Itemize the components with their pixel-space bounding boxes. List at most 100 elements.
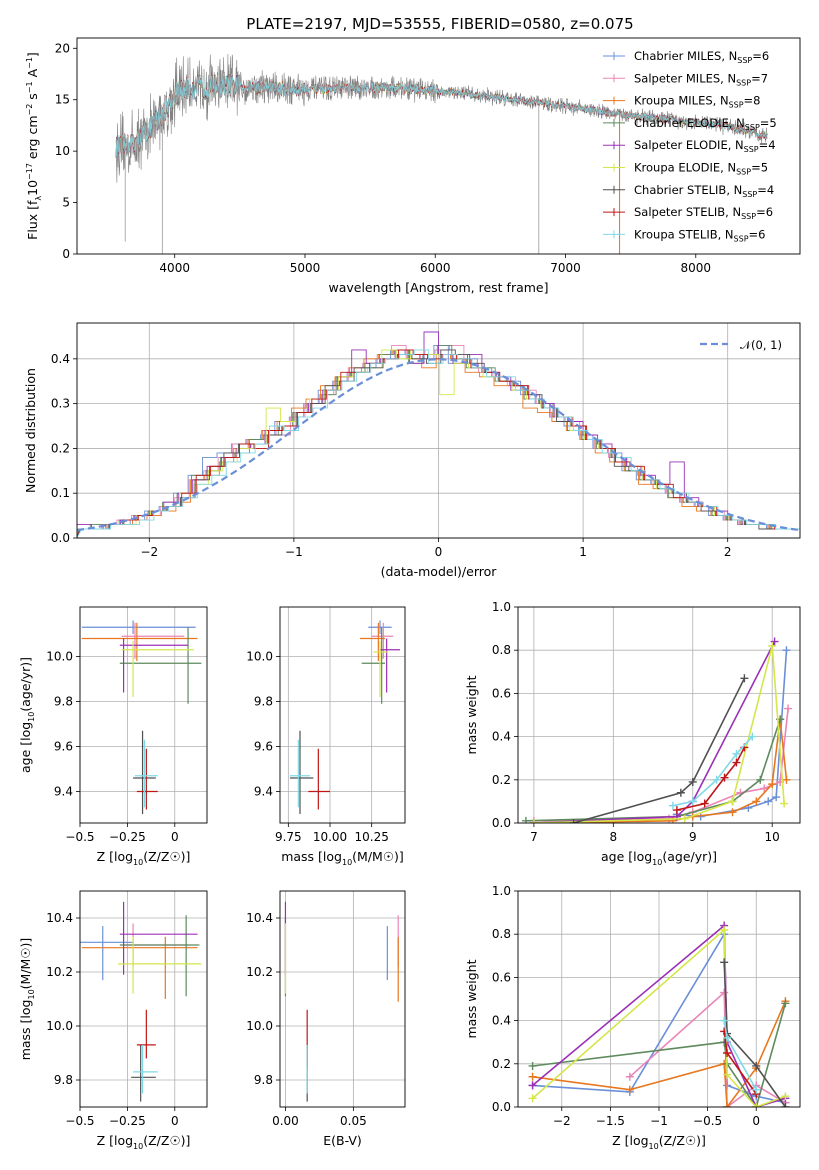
label-text: ]: [25, 52, 40, 57]
histogram-series: [77, 344, 799, 538]
errorbar-point: [290, 730, 314, 814]
weight-series-marker: [723, 1033, 732, 1042]
plot-area-spectrum: [115, 53, 768, 254]
legend-label: Salpeter MILES, NSSP=7: [634, 71, 768, 87]
x-tick-label: 8: [610, 830, 618, 844]
errorbar-point: [308, 748, 330, 810]
y-tick-label: 0.4: [492, 1014, 511, 1028]
x-axis-label: Z [log10(Z/Z☉)]: [97, 1133, 191, 1151]
label-subscript: 10: [27, 712, 36, 722]
weight-series-line: [573, 677, 746, 823]
y-tick-label: 0.1: [51, 486, 70, 500]
label-subscript: 10: [133, 858, 143, 867]
label-text: (M/M☉)]: [352, 849, 404, 864]
weight-series-marker: [732, 758, 741, 767]
x-axis-label: mass [log10(M/M☉)]: [281, 849, 404, 867]
errorbar-point: [290, 739, 310, 808]
weight-series-marker: [688, 777, 697, 786]
weight-series-marker: [780, 799, 789, 808]
legend-label-subscript: SSP: [744, 145, 759, 154]
x-tick-label: 7: [530, 830, 538, 844]
weight-series-marker: [668, 801, 677, 810]
frame-age_vs_Z: −0.5 −0.25 09.49.69.810.0Z [log10(Z/Z☉)]ag…: [18, 606, 208, 867]
x-axis-label: wavelength [Angstrom, rest frame]: [328, 280, 548, 295]
y-tick-label: 0.0: [51, 531, 70, 545]
y-tick-label: 9.4: [254, 785, 273, 799]
legend-label-suffix: =7: [751, 71, 768, 85]
errorbar-point: [373, 640, 389, 697]
y-tick-label: 0.2: [492, 773, 511, 787]
x-tick-label: 9: [689, 830, 697, 844]
spectrum-data-line: [115, 53, 768, 183]
axes-frame: [279, 890, 406, 1108]
weight-series-marker: [752, 1061, 761, 1070]
label-text: −2: [25, 104, 34, 116]
spectrum-model-line: [115, 74, 768, 160]
histogram-series: [77, 349, 800, 538]
histogram-series: [77, 349, 800, 538]
legend-label: Salpeter STELIB, NSSP=6: [634, 205, 773, 221]
weight-series-marker: [728, 797, 737, 806]
y-tick-label: 0.0: [492, 816, 511, 830]
errorbar-point: [136, 748, 158, 810]
weight-series-marker: [764, 797, 773, 806]
weight-series-marker: [752, 1103, 761, 1107]
label-subscript: 10: [342, 858, 352, 867]
frame-mass_vs_Z: −0.5 −0.25 09.810.010.210.4Z [log10(Z/Z☉)]…: [18, 890, 208, 1151]
y-tick-label: 0.4: [492, 730, 511, 744]
axes-age_vs_Z: −0.5 −0.25 09.49.69.810.0Z [log10(Z/Z☉)]ag…: [18, 606, 208, 867]
x-tick-label: −1: [285, 545, 303, 559]
axes-frame: [517, 606, 801, 824]
plot-area-age_vs_Z: [81, 620, 202, 814]
weight-series-marker: [756, 775, 765, 784]
weight-series-marker: [720, 925, 729, 934]
label-text: s: [25, 93, 40, 104]
legend-label-subscript: SSP: [729, 101, 744, 110]
weight-series-marker: [760, 784, 769, 793]
y-tick-label: 9.6: [54, 740, 73, 754]
legend-label-suffix: =5: [751, 161, 768, 175]
weight-series-line: [525, 719, 781, 822]
y-tick-label: 0.6: [492, 970, 511, 984]
errorbar-point: [368, 620, 392, 634]
weight-series-line: [532, 1000, 787, 1107]
y-tick-label: 1.0: [492, 600, 511, 614]
x-tick-label: −2: [140, 545, 158, 559]
x-axis-label: E(B-V): [323, 1133, 362, 1148]
legend-label-suffix: =6: [756, 205, 773, 219]
figure-title: PLATE=2197, MJD=53555, FIBERID=0580, z=0…: [246, 15, 633, 33]
label-subscript: 10: [649, 1142, 659, 1151]
y-tick-label: 20: [55, 41, 70, 55]
x-axis-label: Z [log10(Z/Z☉)]: [612, 1133, 706, 1151]
weight-series-marker: [772, 793, 781, 802]
label-text: −17: [25, 163, 34, 180]
legend-label-text: Kroupa ELODIE, N: [634, 161, 736, 175]
errorbar-point: [131, 1044, 156, 1102]
axes-frame: [279, 606, 406, 824]
x-axis-label: Z [log10(Z/Z☉)]: [97, 849, 191, 867]
errorbar-point: [121, 640, 194, 697]
frame-mass_vs_EBV: 0.00 0.05 9.8 10.0 10.2 10.4 E(B-V): [246, 890, 406, 1148]
x-tick-label: 0.05: [340, 1114, 367, 1128]
label-text: Z [: [97, 849, 114, 864]
legend-label-text: Salpeter MILES, N: [634, 71, 736, 85]
weight-series-marker: [528, 1081, 537, 1090]
label-text: λ: [34, 196, 43, 201]
y-axis-label: mass [log10(M/M☉)]: [18, 938, 36, 1061]
legend-label-text: Chabrier ELODIE, N: [634, 116, 745, 130]
histogram-series: [77, 344, 796, 538]
label-text: mass [: [18, 1019, 33, 1061]
label-text: age [: [601, 849, 633, 864]
weight-series-marker: [521, 816, 530, 823]
axes-mass_vs_Z: −0.5 −0.25 09.810.010.210.4Z [log10(Z/Z☉)]…: [18, 890, 208, 1151]
weight-series-marker: [740, 674, 749, 683]
label-text: 10: [25, 180, 40, 196]
errorbar-point: [81, 620, 196, 634]
axes-frame: [76, 37, 801, 255]
y-tick-label: 10.0: [46, 1019, 73, 1033]
x-tick-label: 10: [765, 830, 780, 844]
errorbar-point: [119, 901, 198, 975]
x-tick-label: 5000: [290, 261, 321, 275]
plot-area-mass_vs_Z: [80, 901, 202, 1102]
